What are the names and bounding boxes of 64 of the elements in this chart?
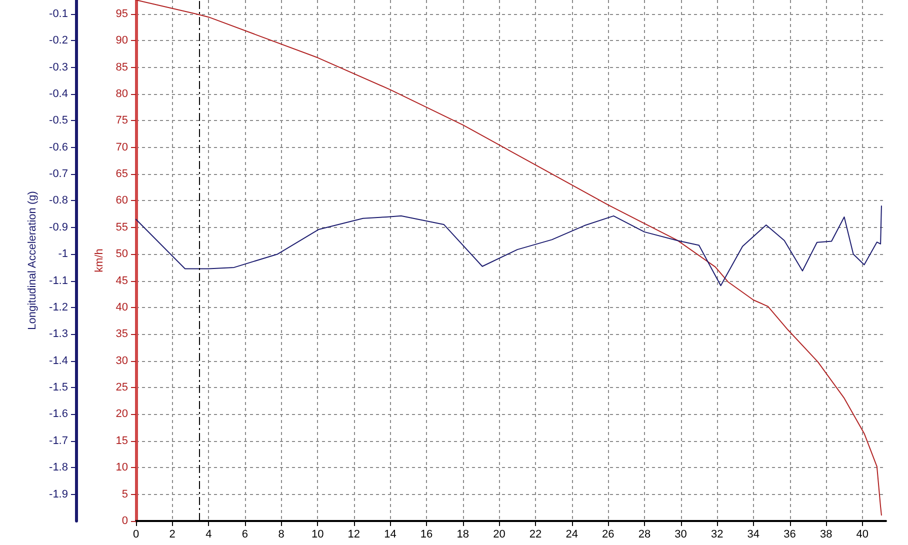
x-tick-label: 18: [456, 528, 469, 540]
x-tick-label: 40: [856, 528, 869, 540]
y2-tick-label: -0.4: [49, 88, 68, 100]
x-tick-label: 4: [206, 528, 212, 540]
y2-tick-label: -0.8: [49, 194, 68, 207]
x-tick-label: 26: [602, 528, 614, 540]
x-tick-label: 24: [566, 528, 578, 540]
y-tick-label: 75: [116, 114, 128, 127]
y-tick-label: 35: [116, 328, 128, 340]
y-tick-label: 65: [116, 168, 128, 180]
y-tick-label: 5: [122, 488, 128, 500]
x-tick-label: 34: [747, 528, 760, 540]
y2-tick-label: -1.3: [49, 328, 68, 340]
y-tick-label: 70: [116, 141, 128, 154]
y2-tick-label: -0.1: [49, 8, 68, 20]
x-tick-label: 0: [132, 528, 140, 540]
y-tick-label: 45: [116, 274, 128, 287]
y2-tick-label: -1.5: [49, 382, 68, 394]
x-tick-label: 20: [493, 528, 506, 540]
x-tick-label: 14: [384, 528, 396, 540]
y-tick-label: 80: [116, 88, 128, 100]
y-tick-label: 30: [116, 354, 128, 367]
x-tick-label: 6: [242, 528, 248, 540]
x-tick-label: 30: [674, 528, 687, 540]
y2-tick-label: -1.8: [49, 462, 68, 474]
y2-tick-label: -1.2: [49, 301, 68, 314]
y2-tick-label: -1.1: [49, 274, 68, 287]
y-tick-label: 15: [116, 434, 128, 447]
x-tick-label: 22: [529, 528, 542, 540]
x-tick-label: 12: [348, 528, 360, 540]
y2-tick-label: -0.7: [49, 168, 68, 180]
y-tick-label: 20: [116, 408, 128, 420]
y2-tick-label: -0.9: [49, 221, 68, 234]
y-tick-label: 25: [116, 382, 128, 394]
line-series: [136, 206, 882, 286]
y2-tick-label: -0.6: [49, 141, 68, 154]
y2-tick-label: -1.9: [49, 488, 68, 500]
y-axis-title: km/h: [93, 248, 106, 272]
x-tick-label: 10: [311, 528, 324, 540]
y-tick-label: 95: [116, 8, 128, 20]
y2-tick-label: -0.5: [49, 114, 68, 127]
y2-tick-label: -1: [58, 248, 68, 260]
y-tick-label: 85: [116, 61, 128, 74]
y2-tick-label: -1.6: [49, 408, 68, 420]
y-tick-label: 0: [122, 515, 128, 527]
x-tick-label: 38: [820, 528, 832, 540]
x-tick-label: 28: [638, 528, 651, 540]
y-tick-label: 60: [116, 194, 128, 207]
y-tick-label: 40: [116, 301, 128, 314]
x-tick-label: 32: [710, 528, 724, 540]
x-tick-label: 36: [784, 528, 796, 540]
y2-tick-label: -1.7: [49, 434, 68, 447]
x-tick-label: 16: [420, 528, 433, 540]
y-tick-label: 10: [116, 462, 128, 474]
y2-tick-label: -1.4: [49, 354, 68, 367]
x-tick-label: 2: [169, 528, 176, 540]
y-tick-label: 50: [116, 248, 128, 260]
y-tick-label: 55: [116, 221, 128, 234]
line-series: [136, 0, 882, 516]
y-tick-label: 90: [116, 34, 128, 47]
x-tick-label: 8: [278, 528, 284, 540]
y2-axis-title: Longitudinal Acceleration (g): [26, 191, 39, 330]
y2-tick-label: -0.3: [49, 61, 68, 74]
y2-tick-label: -0.2: [49, 34, 68, 47]
